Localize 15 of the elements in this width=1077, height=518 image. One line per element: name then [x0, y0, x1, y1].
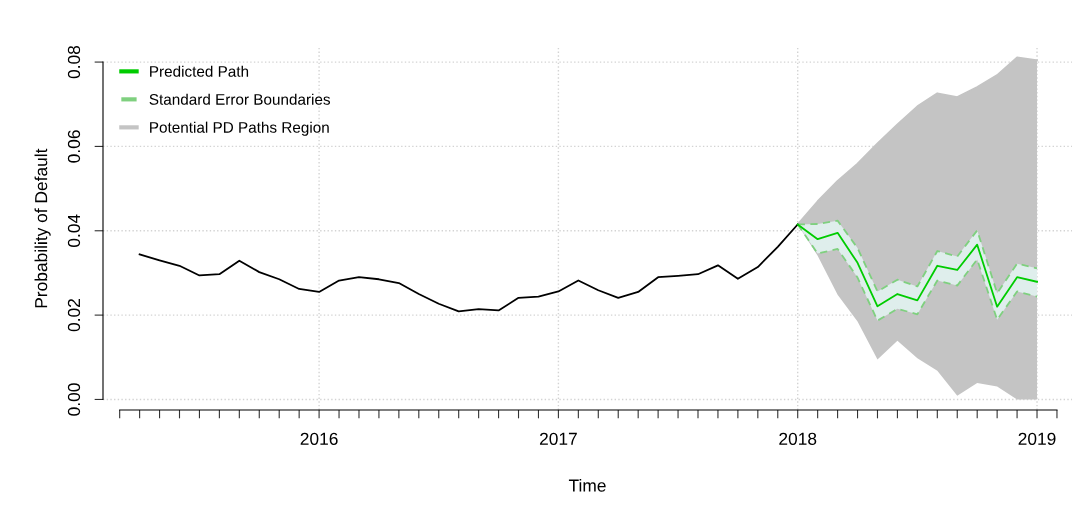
y-tick-label: 0.08: [67, 45, 81, 79]
y-tick-label: 0.04: [67, 214, 81, 247]
x-tick-label: 2016: [300, 432, 338, 445]
x-tick-label: 2018: [779, 432, 817, 445]
legend-label: Standard Error Boundaries: [149, 93, 331, 105]
line-series: [138, 223, 799, 313]
y-tick-label: 0.02: [67, 299, 81, 332]
x-tick-label: 2017: [539, 432, 577, 445]
x-axis-title: Time: [568, 478, 606, 492]
y-tick-label: 0.00: [67, 383, 81, 416]
y-tick-label: 0.06: [67, 130, 81, 163]
y-axis-title: Probability of Default: [34, 148, 51, 308]
legend-label: Potential PD Paths Region: [150, 121, 329, 136]
x-tick-label: 2019: [1018, 432, 1056, 445]
legend-label: Predicted Path: [150, 65, 249, 77]
